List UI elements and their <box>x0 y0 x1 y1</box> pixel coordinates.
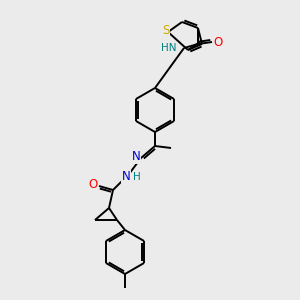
Text: S: S <box>162 25 170 38</box>
Text: O: O <box>213 35 223 49</box>
Text: O: O <box>88 178 98 191</box>
Text: N: N <box>122 170 130 184</box>
Text: N: N <box>132 151 140 164</box>
Text: HN: HN <box>161 43 177 53</box>
Text: H: H <box>133 172 141 182</box>
